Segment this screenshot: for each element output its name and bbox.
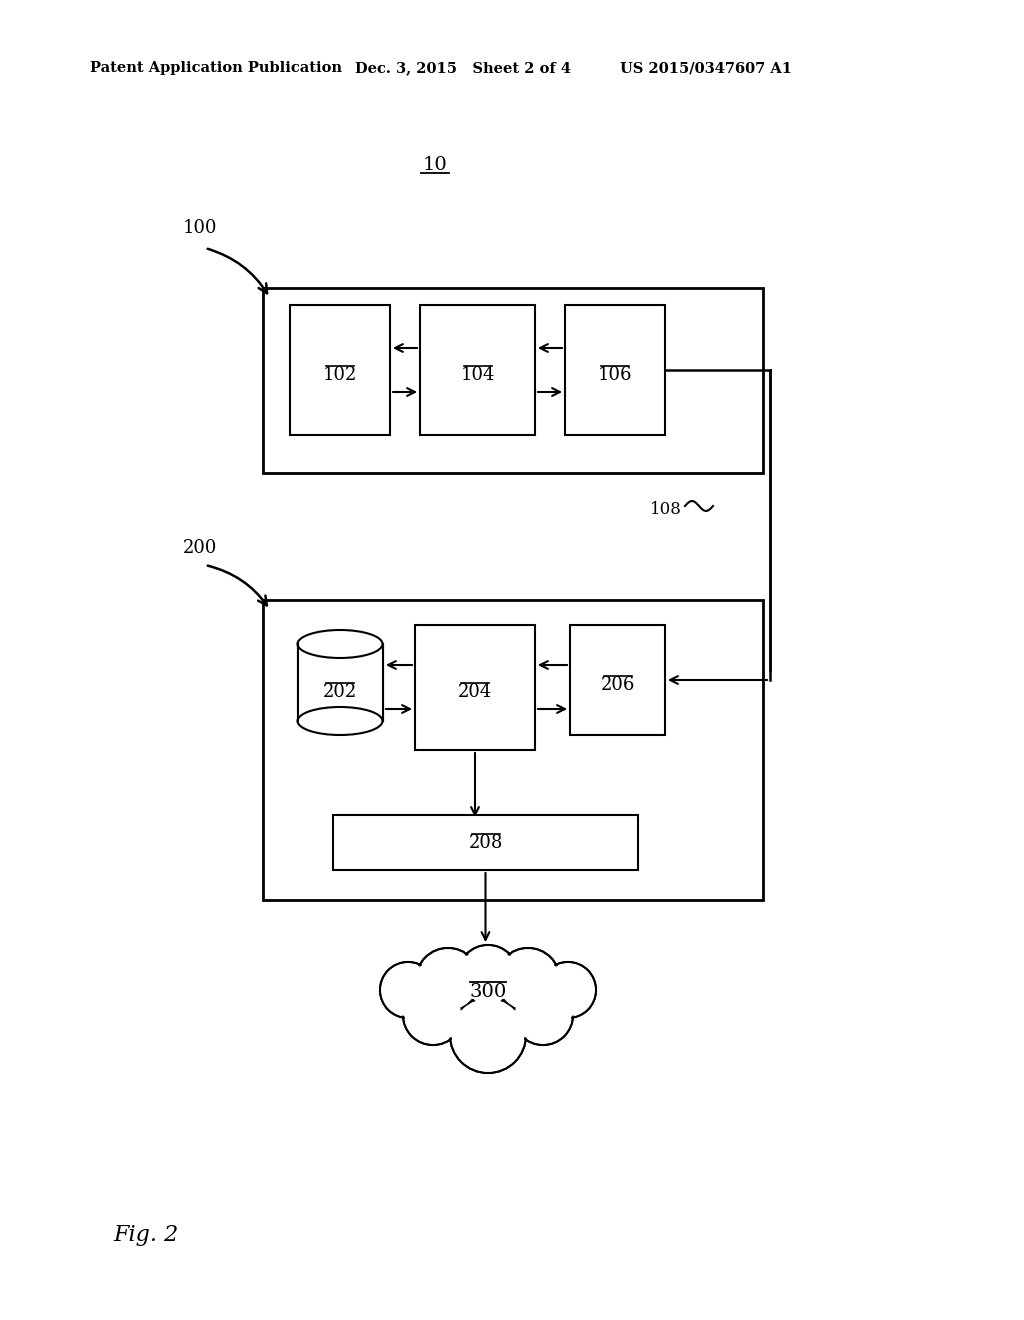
Text: 300: 300 [469,983,507,1001]
Text: Fig. 2: Fig. 2 [113,1224,178,1246]
Circle shape [542,964,595,1016]
Circle shape [419,950,477,1010]
Circle shape [496,948,560,1012]
Text: 100: 100 [183,219,217,238]
Ellipse shape [298,708,383,735]
Text: 206: 206 [600,676,635,694]
Text: 108: 108 [650,502,682,519]
Text: 10: 10 [423,156,447,174]
Circle shape [406,987,461,1043]
Ellipse shape [298,630,383,657]
Circle shape [416,948,480,1012]
Circle shape [540,962,596,1018]
Bar [263,601,763,900]
Circle shape [543,965,594,1015]
Text: 200: 200 [183,539,217,557]
Bar [570,624,665,735]
Circle shape [382,964,434,1016]
Circle shape [513,985,573,1045]
Bar [290,305,390,436]
Circle shape [418,949,478,1011]
Text: Dec. 3, 2015   Sheet 2 of 4: Dec. 3, 2015 Sheet 2 of 4 [355,61,571,75]
Text: US 2015/0347607 A1: US 2015/0347607 A1 [620,61,792,75]
Text: 102: 102 [323,366,357,384]
Circle shape [450,997,526,1073]
Circle shape [458,945,518,1005]
Text: 208: 208 [468,834,503,851]
Text: 104: 104 [461,366,495,384]
Circle shape [453,999,523,1071]
Circle shape [461,948,515,1002]
Circle shape [452,998,524,1072]
Circle shape [514,986,571,1044]
Circle shape [383,965,433,1015]
Text: Patent Application Publication: Patent Application Publication [90,61,342,75]
Circle shape [460,946,516,1003]
Bar [263,288,763,473]
Bar [420,305,535,436]
Text: 202: 202 [323,682,357,701]
Circle shape [380,962,436,1018]
Bar [565,305,665,436]
Bar [415,624,535,750]
Bar [333,814,638,870]
Circle shape [404,986,462,1044]
Circle shape [403,985,463,1045]
Circle shape [515,987,570,1043]
Circle shape [499,950,557,1010]
Text: 204: 204 [458,682,493,701]
Bar [298,644,383,721]
Text: 106: 106 [598,366,632,384]
Circle shape [498,949,558,1011]
